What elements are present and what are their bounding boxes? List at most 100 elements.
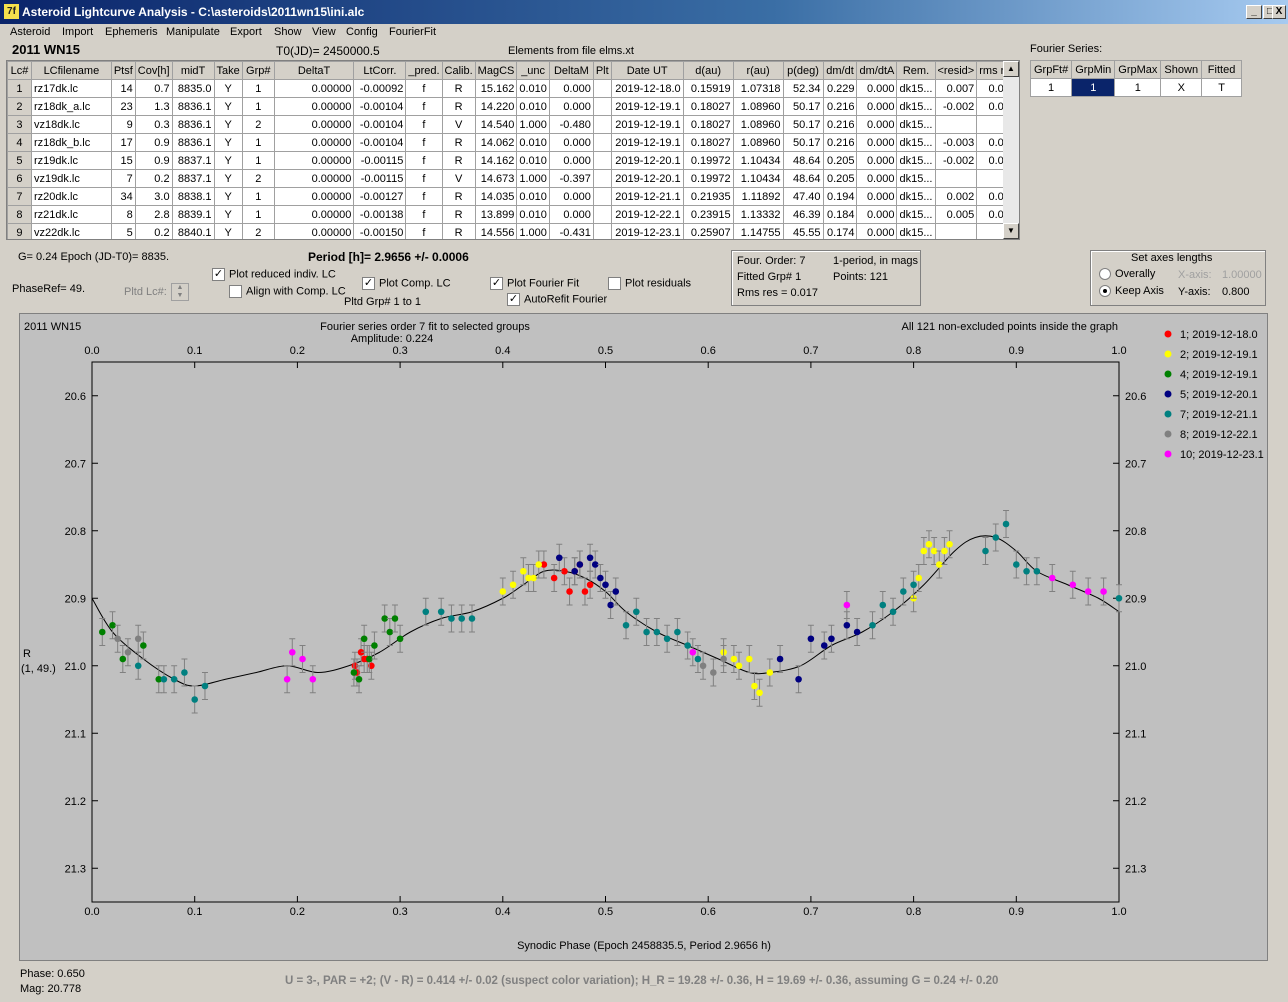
table-cell[interactable]: 14.035 xyxy=(474,187,518,206)
table-cell[interactable]: 8840.1 xyxy=(171,223,215,239)
table-cell[interactable]: 0.00000 xyxy=(273,151,355,170)
fourier-cell[interactable]: X xyxy=(1160,78,1203,97)
table-cell[interactable]: 1.000 xyxy=(516,223,550,239)
menu-export[interactable]: Export xyxy=(230,26,262,38)
table-cell[interactable]: dk15... xyxy=(896,97,936,116)
table-cell[interactable]: 0.00000 xyxy=(273,187,355,206)
table-cell[interactable]: 8 xyxy=(7,205,32,224)
table-cell[interactable]: 0.010 xyxy=(516,187,550,206)
table-row[interactable]: 8 rz21dk.lc 8 2.8 8839.1 Y 1 0.00000 -0.00138 f R 1… xyxy=(7,205,1019,224)
table-cell[interactable]: 2019-12-20.1 xyxy=(610,151,684,170)
table-cell[interactable] xyxy=(592,223,612,239)
table-cell[interactable]: 2019-12-19.1 xyxy=(610,97,684,116)
table-cell[interactable]: 4 xyxy=(7,133,32,152)
menu-config[interactable]: Config xyxy=(346,26,378,38)
table-cell[interactable]: 1 xyxy=(241,205,275,224)
align-comp-checkbox[interactable]: Align with Comp. LC xyxy=(229,285,346,298)
table-cell[interactable]: 1.10434 xyxy=(732,151,784,170)
table-cell[interactable]: 1.000 xyxy=(516,115,550,134)
table-cell[interactable]: 0.216 xyxy=(822,115,858,134)
scroll-down-button[interactable]: ▼ xyxy=(1003,223,1019,239)
table-cell[interactable]: -0.00104 xyxy=(353,133,407,152)
column-header[interactable]: dm/dtA xyxy=(856,61,898,80)
table-cell[interactable]: 0.205 xyxy=(822,169,858,188)
table-cell[interactable]: dk15... xyxy=(896,79,936,98)
table-cell[interactable]: 50.17 xyxy=(782,97,824,116)
table-cell[interactable]: rz18dk_b.lc xyxy=(30,133,112,152)
table-cell[interactable]: 0.000 xyxy=(856,187,898,206)
table-cell[interactable]: f xyxy=(405,97,443,116)
table-cell[interactable] xyxy=(592,151,612,170)
table-cell[interactable]: 0.010 xyxy=(516,205,550,224)
scroll-up-button[interactable]: ▲ xyxy=(1003,61,1019,77)
table-cell[interactable]: 7 xyxy=(110,169,136,188)
table-cell[interactable]: 0.000 xyxy=(856,97,898,116)
table-cell[interactable]: 9 xyxy=(110,115,136,134)
table-cell[interactable] xyxy=(934,169,978,188)
table-cell[interactable]: 2 xyxy=(241,169,275,188)
table-cell[interactable]: 0.00000 xyxy=(273,115,355,134)
table-cell[interactable]: 0.205 xyxy=(822,151,858,170)
column-header[interactable]: Calib. xyxy=(441,61,476,80)
column-header[interactable]: LCfilename xyxy=(30,61,112,80)
table-cell[interactable]: 0.00000 xyxy=(273,97,355,116)
table-cell[interactable]: 2019-12-23.1 xyxy=(610,223,684,239)
table-cell[interactable]: -0.00150 xyxy=(353,223,407,239)
menu-ephemeris[interactable]: Ephemeris xyxy=(105,26,158,38)
table-cell[interactable]: 0.18027 xyxy=(682,133,734,152)
table-cell[interactable]: dk15... xyxy=(896,169,936,188)
menu-asteroid[interactable]: Asteroid xyxy=(10,26,51,38)
table-cell[interactable]: 1.08960 xyxy=(732,115,784,134)
table-cell[interactable]: Y xyxy=(213,205,243,224)
table-cell[interactable]: rz20dk.lc xyxy=(30,187,112,206)
table-cell[interactable]: -0.00138 xyxy=(353,205,407,224)
table-cell[interactable]: R xyxy=(441,79,476,98)
table-cell[interactable]: 8836.1 xyxy=(171,115,215,134)
table-cell[interactable]: R xyxy=(441,133,476,152)
table-cell[interactable]: 1 xyxy=(241,97,275,116)
table-cell[interactable]: 1.000 xyxy=(516,169,550,188)
table-cell[interactable]: 0.00000 xyxy=(273,205,355,224)
table-cell[interactable]: 8839.1 xyxy=(171,205,215,224)
table-cell[interactable]: 15 xyxy=(110,151,136,170)
menu-manipulate[interactable]: Manipulate xyxy=(166,26,220,38)
table-cell[interactable]: 2 xyxy=(241,115,275,134)
lightcurve-plot[interactable]: 2011 WN15 Fourier series order 7 fit to … xyxy=(19,313,1268,961)
table-cell[interactable]: f xyxy=(405,151,443,170)
table-cell[interactable]: -0.00115 xyxy=(353,151,407,170)
column-header[interactable]: LtCorr. xyxy=(353,61,407,80)
table-cell[interactable]: -0.00092 xyxy=(353,79,407,98)
fourier-column-header[interactable]: GrpFt# xyxy=(1029,60,1073,79)
table-cell[interactable]: 14.062 xyxy=(474,133,518,152)
table-cell[interactable]: 0.005 xyxy=(934,205,978,224)
table-cell[interactable]: 1.10434 xyxy=(732,169,784,188)
table-cell[interactable]: dk15... xyxy=(896,151,936,170)
table-cell[interactable]: 0.002 xyxy=(934,187,978,206)
table-cell[interactable]: 0.18027 xyxy=(682,97,734,116)
y-axis-value[interactable]: 0.800 xyxy=(1222,286,1250,298)
table-cell[interactable]: 0.010 xyxy=(516,133,550,152)
table-cell[interactable]: 0.19972 xyxy=(682,169,734,188)
table-cell[interactable]: 1.08960 xyxy=(732,97,784,116)
table-cell[interactable]: f xyxy=(405,169,443,188)
x-axis-value[interactable]: 1.00000 xyxy=(1222,269,1262,281)
table-cell[interactable]: 14.220 xyxy=(474,97,518,116)
table-cell[interactable]: 2019-12-18.0 xyxy=(610,79,684,98)
table-cell[interactable]: 0.00000 xyxy=(273,223,355,239)
table-cell[interactable]: 48.64 xyxy=(782,169,824,188)
table-cell[interactable]: 0.000 xyxy=(856,79,898,98)
table-cell[interactable] xyxy=(592,79,612,98)
table-cell[interactable]: 0.18027 xyxy=(682,115,734,134)
column-header[interactable]: Grp# xyxy=(241,61,275,80)
table-cell[interactable]: 0.00000 xyxy=(273,133,355,152)
autorefit-checkbox[interactable]: ✓ AutoRefit Fourier xyxy=(507,293,607,306)
plot-residuals-checkbox[interactable]: Plot residuals xyxy=(608,277,691,290)
table-scrollbar[interactable]: ▲ ▼ xyxy=(1003,61,1019,239)
table-cell[interactable]: 6 xyxy=(7,169,32,188)
table-cell[interactable]: dk15... xyxy=(896,133,936,152)
table-cell[interactable]: 2019-12-20.1 xyxy=(610,169,684,188)
table-row[interactable]: 3 vz18dk.lc 9 0.3 8836.1 Y 2 0.00000 -0.00104 f V 1… xyxy=(7,115,1019,134)
table-cell[interactable]: 0.229 xyxy=(822,79,858,98)
table-cell[interactable]: 0.000 xyxy=(856,133,898,152)
